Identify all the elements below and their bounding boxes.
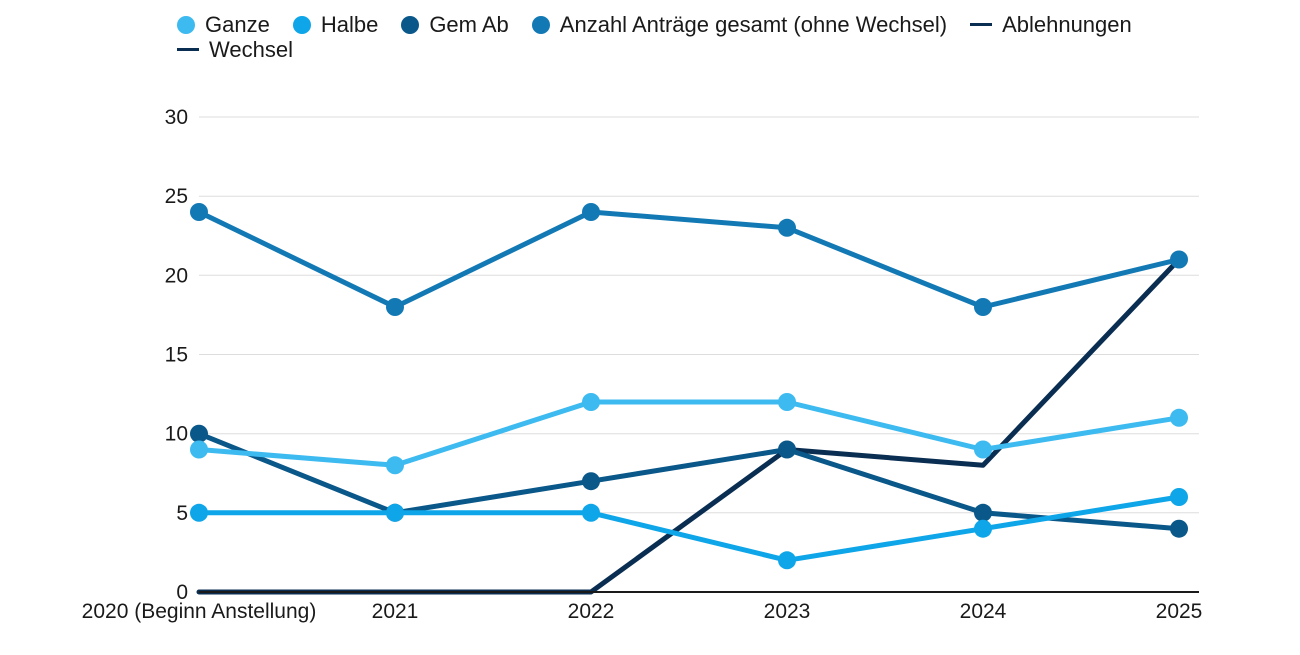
svg-text:20: 20: [165, 264, 188, 287]
svg-text:10: 10: [165, 423, 188, 446]
svg-text:2024: 2024: [960, 600, 1007, 623]
svg-text:2022: 2022: [568, 600, 615, 623]
svg-text:30: 30: [165, 106, 188, 129]
svg-text:2023: 2023: [764, 600, 811, 623]
svg-text:15: 15: [165, 344, 188, 367]
svg-text:2020 (Beginn Anstellung): 2020 (Beginn Anstellung): [82, 600, 317, 623]
svg-text:2021: 2021: [372, 600, 419, 623]
svg-text:2025: 2025: [1156, 600, 1203, 623]
svg-text:5: 5: [176, 502, 188, 525]
svg-text:25: 25: [165, 185, 188, 208]
